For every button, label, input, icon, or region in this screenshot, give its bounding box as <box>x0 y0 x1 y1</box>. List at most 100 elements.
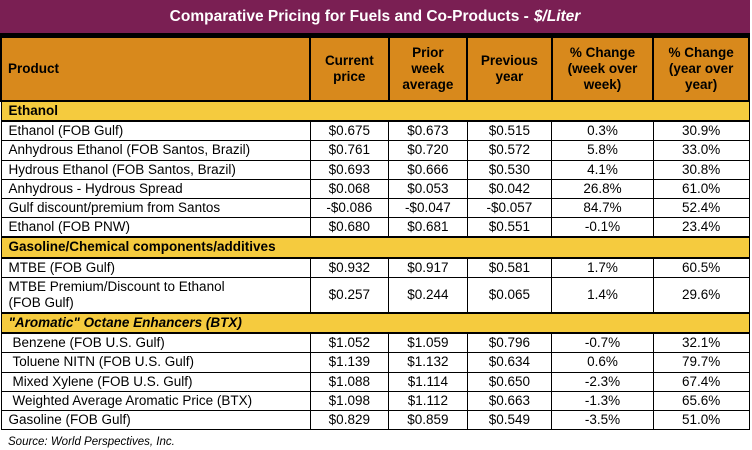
yoy-change-cell: 51.0% <box>652 409 750 431</box>
prior-week-cell: $1.132 <box>388 352 468 373</box>
current-price-cell: $0.257 <box>309 276 390 314</box>
table-row: Anhydrous Ethanol (FOB Santos, Brazil) $… <box>0 140 750 161</box>
column-header-prior-week-average: Prior week average <box>387 36 469 102</box>
product-cell: Gasoline (FOB Gulf) <box>0 409 311 431</box>
current-price-cell: -$0.086 <box>309 197 390 219</box>
previous-year-cell: $0.515 <box>466 120 553 142</box>
yoy-change-cell: 60.5% <box>652 257 750 278</box>
column-header-product: Product <box>0 36 312 102</box>
column-header-pct-change-wow: % Change (week over week) <box>550 36 655 102</box>
yoy-change-cell: 33.0% <box>652 140 750 161</box>
current-price-cell: $0.675 <box>309 120 390 142</box>
prior-week-cell: $0.720 <box>388 140 468 161</box>
prior-week-cell: $0.917 <box>388 257 468 278</box>
previous-year-cell: $0.572 <box>466 140 553 161</box>
section-header-aromatic-btx: "Aromatic" Octane Enhancers (BTX) <box>0 312 750 335</box>
table-row: MTBE (FOB Gulf) $0.932 $0.917 $0.581 1.7… <box>0 257 750 278</box>
wow-change-cell: 1.4% <box>551 276 654 314</box>
current-price-cell: $1.139 <box>309 352 390 373</box>
table-row: Anhydrous - Hydrous Spread $0.068 $0.053… <box>0 178 750 199</box>
section-header-label: Ethanol <box>0 99 750 123</box>
table-title-unit: $/Liter <box>533 7 581 25</box>
previous-year-cell: $0.634 <box>466 352 553 373</box>
wow-change-cell: -3.5% <box>551 409 654 431</box>
prior-week-cell: $0.681 <box>388 217 468 238</box>
current-price-cell: $0.932 <box>309 257 390 278</box>
yoy-change-cell: 30.8% <box>652 159 750 180</box>
previous-year-cell: $0.042 <box>466 178 553 199</box>
pricing-table: Product Current price Prior week average… <box>0 36 750 431</box>
product-cell: Hydrous Ethanol (FOB Santos, Brazil) <box>0 159 311 180</box>
product-cell: Weighted Average Aromatic Price (BTX) <box>0 390 311 412</box>
source-note: Source: World Perspectives, Inc. <box>8 436 175 449</box>
wow-change-cell: 4.1% <box>551 159 654 180</box>
yoy-change-cell: 52.4% <box>652 197 750 219</box>
current-price-cell: $0.829 <box>309 409 390 431</box>
prior-week-cell: $1.114 <box>388 371 468 392</box>
product-cell: Toluene NITN (FOB U.S. Gulf) <box>0 352 311 373</box>
product-cell: Ethanol (FOB PNW) <box>0 217 311 238</box>
wow-change-cell: -0.7% <box>551 332 654 354</box>
yoy-change-cell: 30.9% <box>652 120 750 142</box>
prior-week-cell: $0.244 <box>388 276 468 314</box>
section-header-label: "Aromatic" Octane Enhancers (BTX) <box>0 312 750 335</box>
current-price-cell: $0.693 <box>309 159 390 180</box>
yoy-change-cell: 29.6% <box>652 276 750 314</box>
wow-change-cell: -1.3% <box>551 390 654 412</box>
column-header-previous-year: Previous year <box>466 36 553 102</box>
table-row: Ethanol (FOB Gulf) $0.675 $0.673 $0.515 … <box>0 120 750 142</box>
current-price-cell: $1.052 <box>309 332 390 354</box>
table-row: Gulf discount/premium from Santos -$0.08… <box>0 197 750 219</box>
product-cell: MTBE (FOB Gulf) <box>0 257 311 278</box>
product-cell: Anhydrous Ethanol (FOB Santos, Brazil) <box>0 140 311 161</box>
previous-year-cell: $0.663 <box>466 390 553 412</box>
column-header-pct-change-yoy: % Change (year over year) <box>652 36 750 102</box>
table-row: Weighted Average Aromatic Price (BTX) $1… <box>0 390 750 412</box>
section-header-ethanol: Ethanol <box>0 99 750 123</box>
wow-change-cell: -0.1% <box>551 217 654 238</box>
wow-change-cell: 1.7% <box>551 257 654 278</box>
prior-week-cell: $0.053 <box>388 178 468 199</box>
previous-year-cell: $0.551 <box>466 217 553 238</box>
wow-change-cell: 26.8% <box>551 178 654 199</box>
yoy-change-cell: 79.7% <box>652 352 750 373</box>
previous-year-cell: $0.796 <box>466 332 553 354</box>
yoy-change-cell: 61.0% <box>652 178 750 199</box>
product-cell: Benzene (FOB U.S. Gulf) <box>0 332 311 354</box>
prior-week-cell: $0.666 <box>388 159 468 180</box>
section-header-label: Gasoline/Chemical components/additives <box>0 236 750 259</box>
prior-week-cell: $1.112 <box>388 390 468 412</box>
table-row: Benzene (FOB U.S. Gulf) $1.052 $1.059 $0… <box>0 332 750 354</box>
wow-change-cell: 5.8% <box>551 140 654 161</box>
current-price-cell: $0.680 <box>309 217 390 238</box>
table-title-bar: Comparative Pricing for Fuels and Co-Pro… <box>0 0 750 36</box>
product-cell: Mixed Xylene (FOB U.S. Gulf) <box>0 371 311 392</box>
column-header-current-price: Current price <box>309 36 390 102</box>
previous-year-cell: $0.065 <box>466 276 553 314</box>
yoy-change-cell: 32.1% <box>652 332 750 354</box>
current-price-cell: $0.068 <box>309 178 390 199</box>
product-cell: Gulf discount/premium from Santos <box>0 197 311 219</box>
product-cell: Ethanol (FOB Gulf) <box>0 120 311 142</box>
previous-year-cell: $0.530 <box>466 159 553 180</box>
column-header-row: Product Current price Prior week average… <box>0 36 750 102</box>
yoy-change-cell: 65.6% <box>652 390 750 412</box>
table-row: Hydrous Ethanol (FOB Santos, Brazil) $0.… <box>0 159 750 180</box>
product-cell: Anhydrous - Hydrous Spread <box>0 178 311 199</box>
current-price-cell: $0.761 <box>309 140 390 161</box>
prior-week-cell: $0.859 <box>388 409 468 431</box>
prior-week-cell: -$0.047 <box>388 197 468 219</box>
table-row: Toluene NITN (FOB U.S. Gulf) $1.139 $1.1… <box>0 352 750 373</box>
table-row: Gasoline (FOB Gulf) $0.829 $0.859 $0.549… <box>0 409 750 431</box>
wow-change-cell: 0.6% <box>551 352 654 373</box>
previous-year-cell: -$0.057 <box>466 197 553 219</box>
previous-year-cell: $0.650 <box>466 371 553 392</box>
product-cell: MTBE Premium/Discount to Ethanol (FOB Gu… <box>0 276 311 314</box>
wow-change-cell: -2.3% <box>551 371 654 392</box>
section-header-gasoline-chemical: Gasoline/Chemical components/additives <box>0 236 750 259</box>
previous-year-cell: $0.549 <box>466 409 553 431</box>
yoy-change-cell: 67.4% <box>652 371 750 392</box>
table-row: MTBE Premium/Discount to Ethanol (FOB Gu… <box>0 276 750 314</box>
table-title-text: Comparative Pricing for Fuels and Co-Pro… <box>169 7 529 25</box>
